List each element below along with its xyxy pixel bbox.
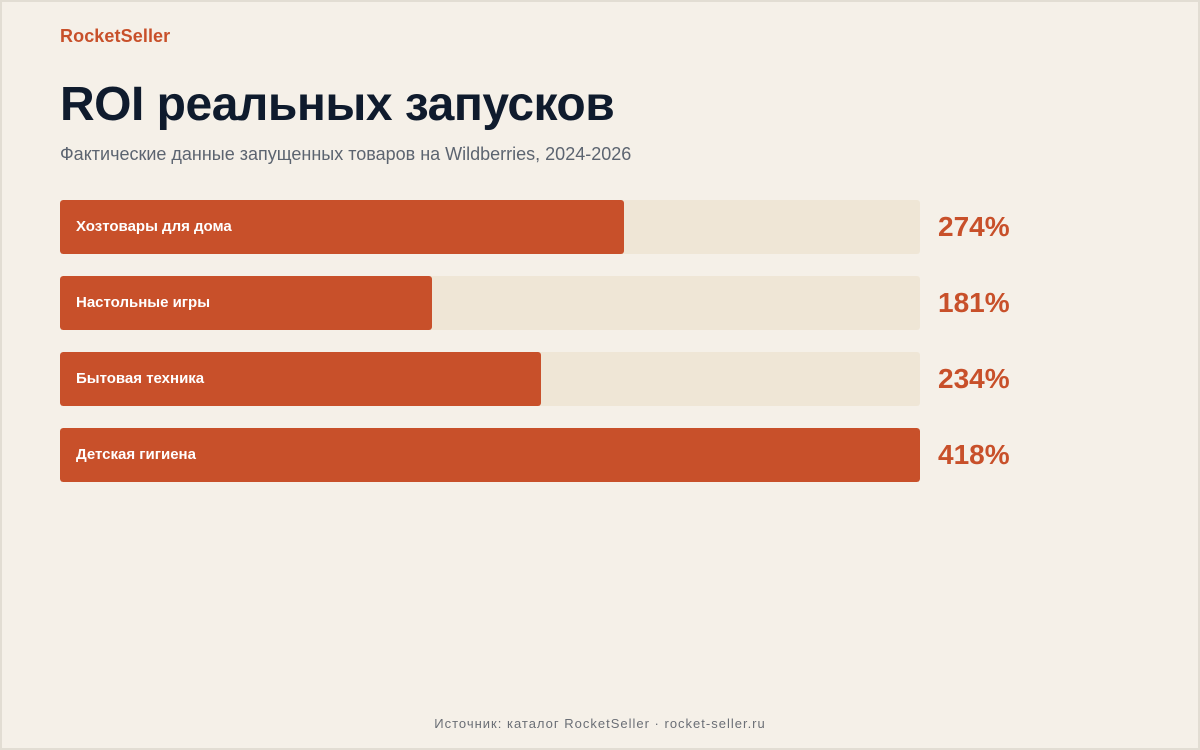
category-label: Детская гигиена — [76, 446, 196, 463]
bar — [60, 200, 624, 254]
brand-logo-text: RocketSeller — [60, 26, 171, 46]
value-label: 418% — [938, 439, 1010, 470]
bar-track: Бытовая техника — [60, 352, 920, 406]
bar-track: Хозтовары для дома — [60, 200, 920, 254]
page-subtitle: Фактические данные запущенных товаров на… — [60, 144, 632, 164]
bar-row: Настольные игры 181% — [60, 276, 1060, 330]
value-label: 234% — [938, 363, 1010, 394]
source-footer: Источник: каталог RocketSeller · rocket-… — [434, 716, 766, 731]
value-label: 274% — [938, 211, 1010, 242]
bar-row: Бытовая техника 234% — [60, 352, 1060, 406]
bar-track: Настольные игры — [60, 276, 920, 330]
page-title: ROI реальных запусков — [60, 78, 615, 131]
bar — [60, 428, 920, 482]
value-label: 181% — [938, 287, 1010, 318]
bar-row: Детская гигиена 418% — [60, 428, 1060, 482]
category-label: Настольные игры — [76, 294, 211, 311]
category-label: Бытовая техника — [76, 370, 205, 387]
bar — [60, 276, 432, 330]
roi-bar-chart: Хозтовары для дома 274% Настольные игры 181… — [60, 200, 1060, 504]
category-label: Хозтовары для дома — [76, 218, 232, 235]
bar — [60, 352, 541, 406]
bar-track: Детская гигиена — [60, 428, 920, 482]
bar-row: Хозтовары для дома 274% — [60, 200, 1060, 254]
